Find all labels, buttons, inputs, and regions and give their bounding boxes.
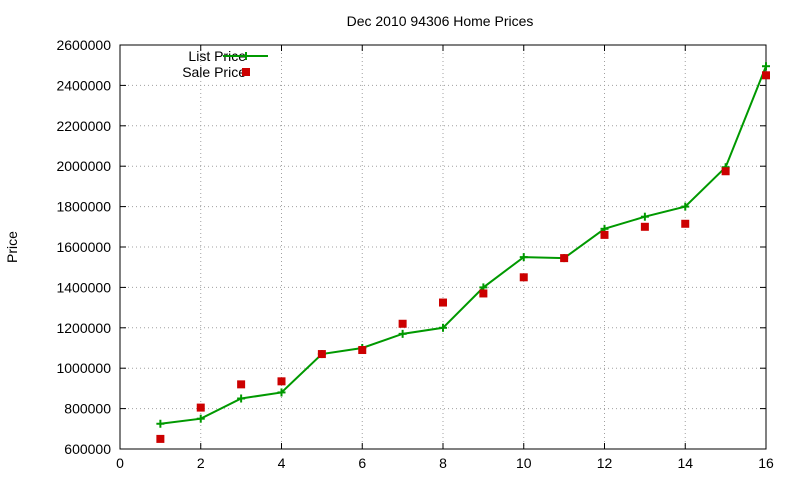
x-tick-label: 6 [358, 455, 366, 471]
data-point-list-price [762, 62, 770, 71]
legend-label: List Price [188, 48, 246, 64]
y-tick-label: 2000000 [56, 158, 111, 174]
y-tick-label: 800000 [64, 401, 111, 417]
data-point-sale-price [519, 273, 528, 282]
data-point-list-price [439, 323, 447, 332]
data-point-list-price [196, 414, 205, 423]
legend-marker-sale-price [242, 68, 250, 76]
data-point-sale-price [398, 319, 407, 328]
series-line-list-price [160, 65, 767, 425]
data-point-list-price [398, 329, 407, 338]
data-point-sale-price [600, 230, 609, 239]
data-point-sale-price [721, 167, 730, 176]
y-tick-label: 2200000 [56, 118, 111, 134]
legend-marker-list-price [242, 52, 250, 60]
data-point-list-price [237, 394, 246, 403]
x-tick-label: 12 [597, 455, 613, 471]
data-point-sale-price [277, 377, 286, 386]
data-point-sale-price [156, 434, 165, 443]
y-tick-label: 1800000 [56, 199, 111, 215]
data-point-sale-price [317, 350, 326, 359]
y-tick-label: 1200000 [56, 320, 111, 336]
y-tick-label: 2600000 [56, 37, 111, 53]
data-point-sale-price [681, 219, 690, 228]
data-point-sale-price [439, 298, 447, 307]
y-tick-label: 1400000 [56, 279, 111, 295]
series-layer [156, 62, 770, 443]
y-axis-label: Price [4, 231, 20, 263]
data-point-list-price [519, 253, 528, 262]
data-point-sale-price [358, 346, 367, 355]
data-point-list-price [681, 202, 690, 211]
data-point-sale-price [237, 380, 246, 389]
axes: 0 2 4 6 8 10 12 14 16 600000 800000 1000000 1200000 1… [56, 37, 774, 471]
y-tick-label: 1000000 [56, 360, 111, 376]
data-point-sale-price [560, 254, 569, 263]
data-point-list-price [156, 419, 165, 428]
x-tick-label: 14 [677, 455, 693, 471]
data-point-sale-price [196, 403, 205, 412]
x-tick-label: 4 [278, 455, 286, 471]
data-point-list-price [277, 388, 286, 397]
x-tick-label: 16 [758, 455, 774, 471]
data-point-sale-price [762, 71, 770, 80]
data-point-list-price [640, 212, 649, 221]
x-tick-label: 8 [439, 455, 447, 471]
chart-title: Dec 2010 94306 Home Prices [347, 13, 534, 29]
y-tick-label: 1600000 [56, 239, 111, 255]
data-point-sale-price [479, 289, 488, 298]
x-tick-label: 10 [516, 455, 532, 471]
x-tick-label: 2 [197, 455, 205, 471]
y-tick-label: 2400000 [56, 77, 111, 93]
legend-label: Sale Price [182, 64, 246, 80]
data-point-sale-price [640, 222, 649, 231]
x-tick-label: 0 [116, 455, 124, 471]
y-tick-label: 600000 [64, 441, 111, 457]
